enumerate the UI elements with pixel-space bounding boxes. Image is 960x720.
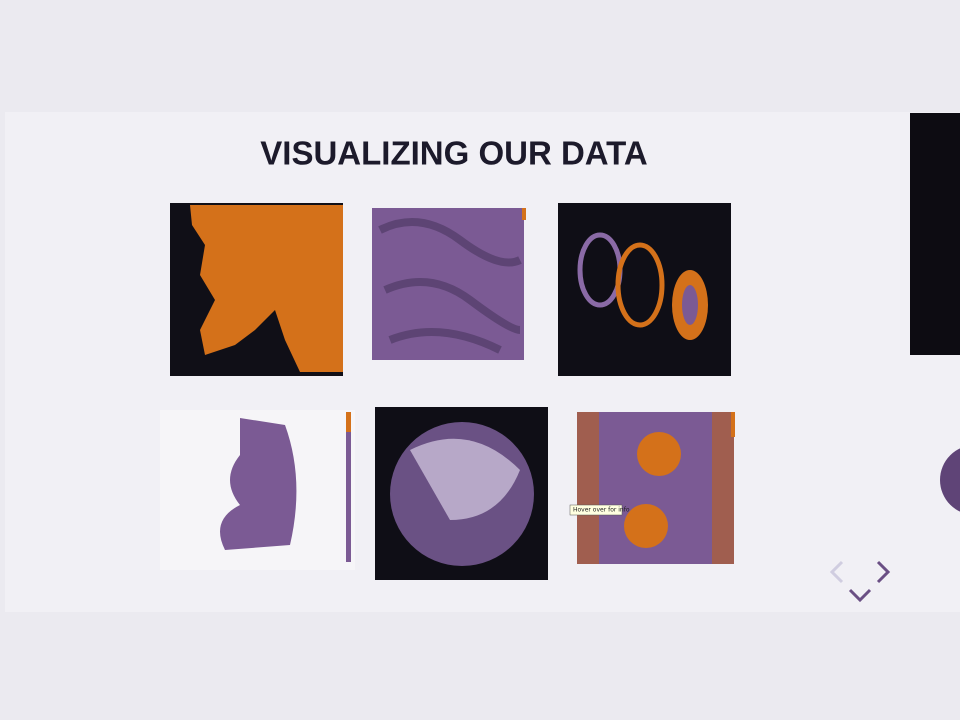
image-map — [170, 203, 343, 376]
image-texture — [372, 208, 526, 360]
tooltip-text: Hover over for info — [573, 507, 630, 514]
nav-left[interactable] — [829, 560, 844, 584]
image-volume — [558, 203, 731, 376]
tooltip-box — [569, 504, 623, 516]
image-heatmap: Hover over for info — [569, 412, 735, 564]
image-plot — [160, 410, 355, 570]
next-slide-preview — [910, 113, 960, 355]
slide-title: VISUALIZING OUR DATA — [260, 135, 647, 172]
nav-down[interactable] — [848, 588, 872, 603]
decorative-circle — [940, 448, 960, 512]
nav-right[interactable] — [876, 560, 891, 584]
image-sphere — [375, 407, 548, 580]
